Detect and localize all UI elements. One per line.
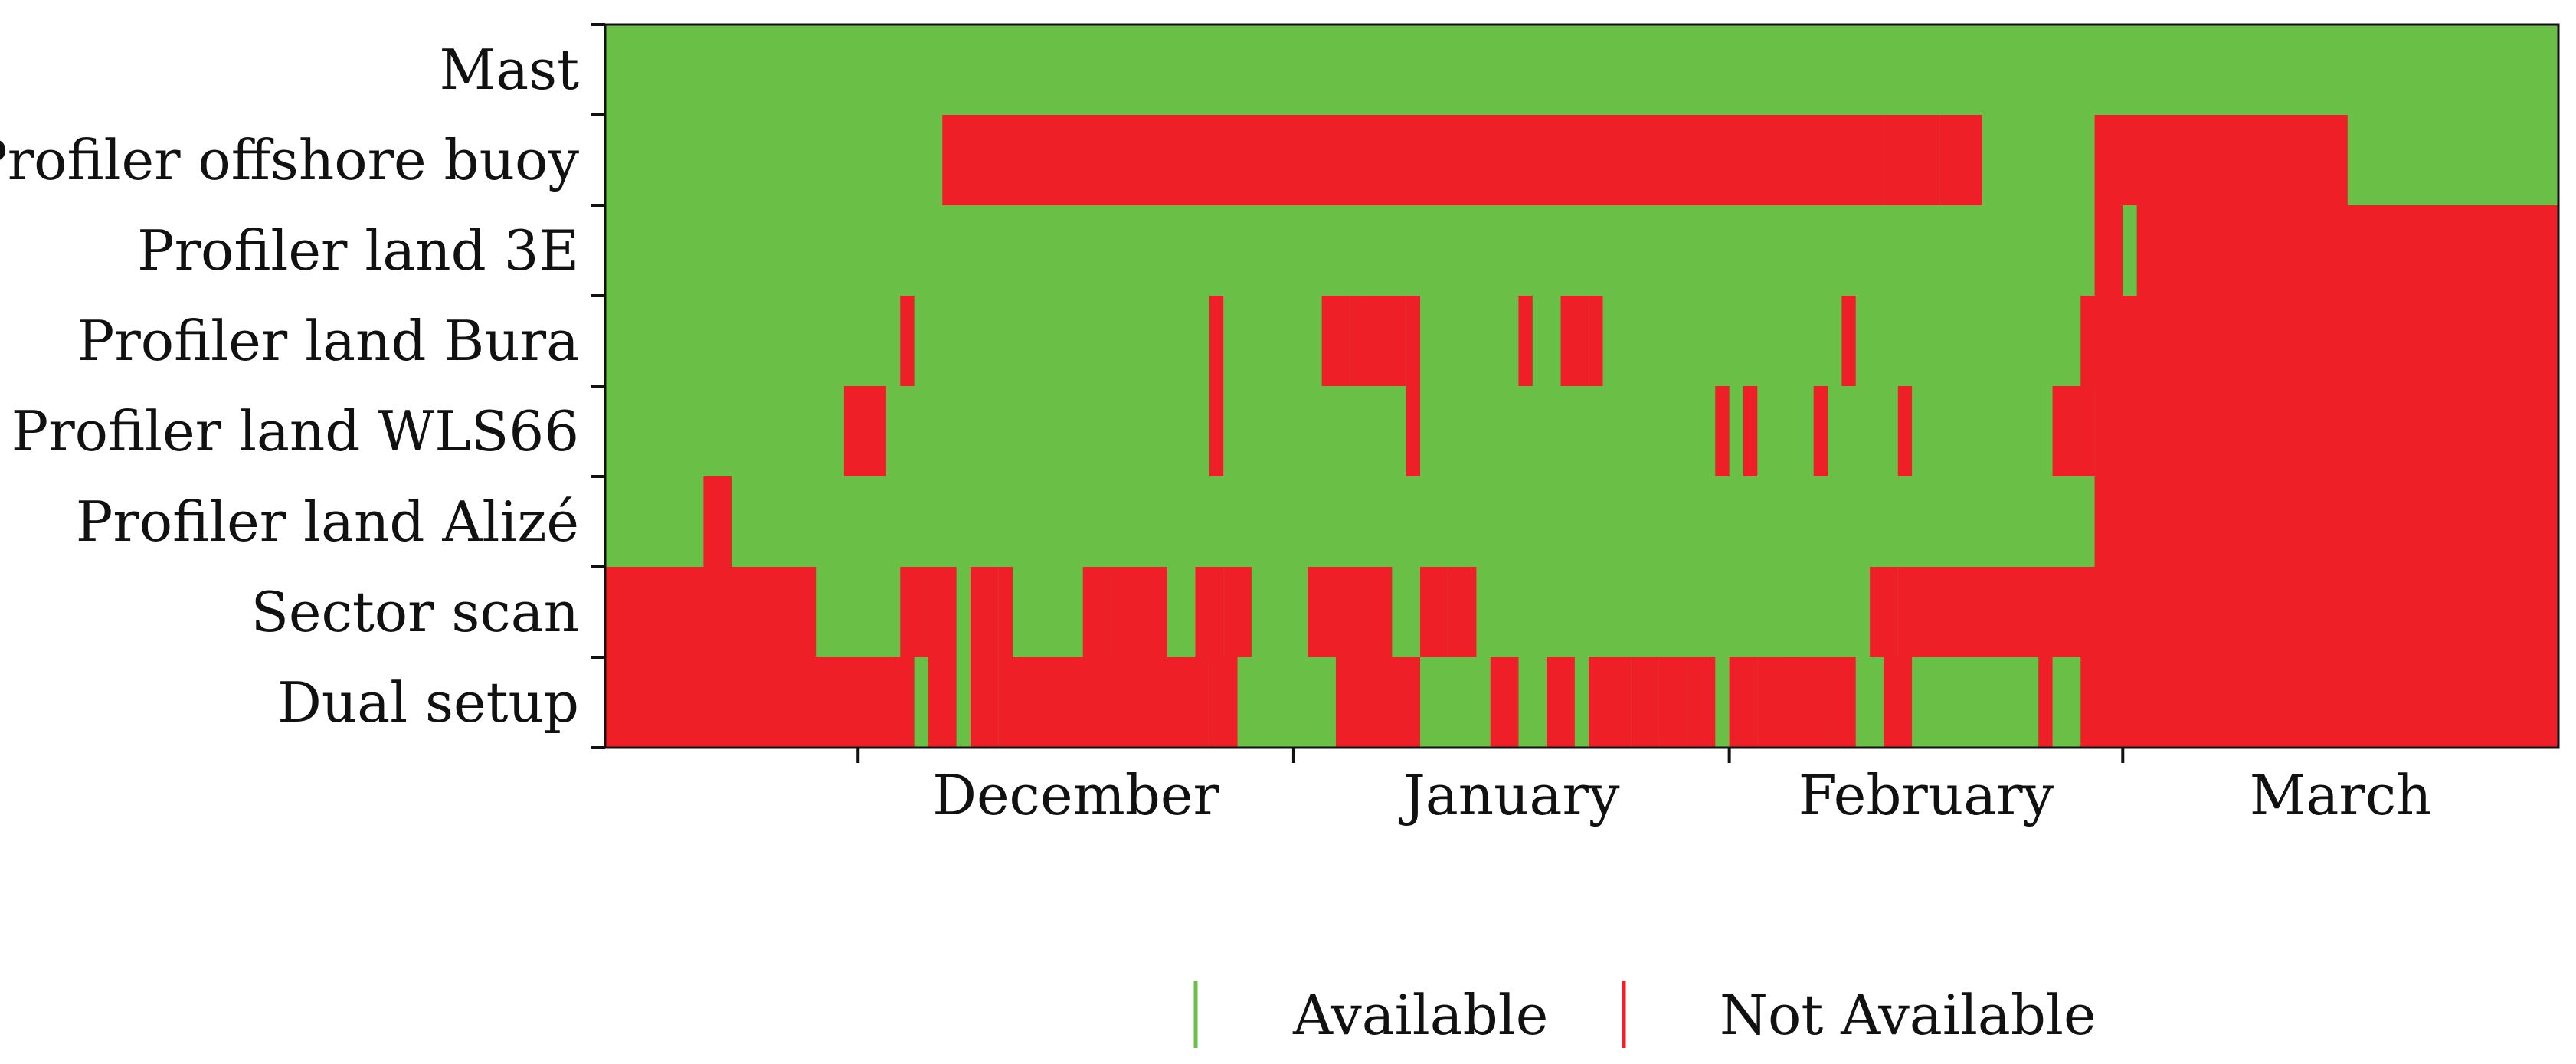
not-available-segment [605,657,915,748]
not-available-segment [970,657,999,748]
not-available-segment [1209,296,1224,387]
not-available-segment [1448,567,1477,658]
not-available-segment [605,567,802,658]
plot-area [605,25,2558,748]
not-available-segment [2136,205,2558,296]
available-band-mast [605,25,2558,116]
not-available-segment [928,567,957,658]
not-available-segment [1926,567,2558,658]
not-available-segment [942,115,1884,206]
not-available-segment [1490,657,1519,748]
not-available-segment [1082,567,1111,658]
not-available-segment [900,567,928,658]
not-available-segment [1841,296,1856,387]
not-available-segment [970,567,999,658]
not-available-segment [1547,657,1575,748]
not-available-segment [2094,115,2348,206]
not-available-segment [1392,657,1421,748]
not-available-segment [1813,386,1828,477]
not-available-segment [1209,386,1224,477]
row-label: Profiler land Alizé [76,489,579,554]
not-available-segment [2094,476,2558,568]
not-available-segment [1195,567,1224,658]
row-label: Profiler land Bura [77,309,579,373]
not-available-segment [2094,386,2558,477]
not-available-segment [1363,296,1406,387]
row-label: Sector scan [251,580,579,644]
not-available-segment [1406,386,1421,477]
legend: Available Not Available [1193,981,2096,1048]
row-label: Profiler land 3E [137,218,579,283]
not-available-segment [1223,567,1252,658]
not-available-segment [1321,296,1350,387]
not-available-segment [1111,567,1167,658]
x-tick-label: December [932,763,1219,827]
not-available-segment [2094,205,2123,296]
not-available-segment [787,567,817,658]
not-available-segment [2038,657,2053,748]
x-tick-label: January [1398,763,1620,827]
not-available-segment [1897,386,1913,477]
not-available-segment [1884,115,1940,206]
not-available-segment [1209,657,1238,748]
not-available-segment [1589,296,1603,387]
y-axis: Mast Profiler offshore buoy Profiler land … [0,23,605,749]
not-available-segment [2080,296,2558,387]
not-available-segment [1729,657,1758,748]
not-available-segment [900,296,915,387]
not-available-segment [1631,657,1659,748]
not-available-segment [1658,657,1687,748]
not-available-segment [1560,296,1589,387]
not-available-segment [998,657,1196,748]
not-available-segment [1181,657,1209,748]
not-available-segment [1518,296,1533,387]
not-available-segment [1589,657,1632,748]
not-available-segment [843,386,886,477]
not-available-segment [1406,296,1421,387]
x-tick-label: March [2250,763,2432,827]
not-available-segment [703,476,732,568]
not-available-segment [1884,657,1913,748]
row-label: Profiler offshore buoy [0,128,579,192]
not-available-segment [998,567,1013,658]
row-label: Dual setup [277,670,579,735]
not-available-segment [1897,567,1926,658]
not-available-segment [1828,657,1856,748]
not-available-segment [2066,386,2095,477]
not-available-segment [1870,567,1898,658]
not-available-segment [1321,567,1393,658]
not-available-segment [1687,657,1716,748]
x-tick-label: February [1799,763,2054,827]
legend-available-label: Available [1292,983,1548,1047]
legend-not-available-label: Not Available [1720,983,2096,1047]
not-available-segment [1799,657,1828,748]
not-available-segment [928,657,957,748]
not-available-segment [1939,115,1982,206]
not-available-segment [1715,386,1730,477]
not-available-segment [1420,567,1448,658]
not-available-segment [2080,657,2558,748]
x-axis: December January February March [856,748,2432,827]
not-available-segment [1743,386,1758,477]
row-label: Profiler land WLS66 [11,399,579,463]
row-label: Mast [439,38,579,102]
